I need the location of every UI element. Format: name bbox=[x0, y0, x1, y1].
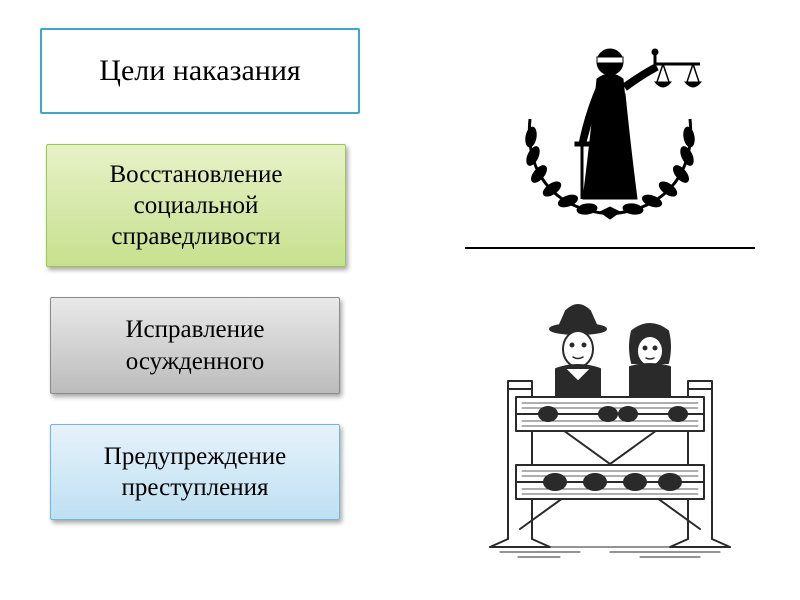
goal-line: Исправление bbox=[125, 316, 264, 343]
goal-line: осужденного bbox=[126, 348, 265, 375]
goal-line: справедливости bbox=[111, 223, 280, 250]
goal-line: социальной bbox=[134, 192, 259, 219]
goal-box-prevention: Предупреждение преступления bbox=[50, 424, 340, 521]
goal-line: преступления bbox=[122, 474, 269, 501]
right-column bbox=[440, 0, 800, 600]
pillory-illustration bbox=[460, 269, 760, 574]
title-box: Цели наказания bbox=[40, 28, 360, 114]
goal-line: Восстановление bbox=[109, 161, 282, 188]
divider-line bbox=[465, 247, 755, 249]
goal-box-correction: Исправление осужденного bbox=[50, 297, 340, 394]
left-column: Цели наказания Восстановление социальной… bbox=[0, 0, 440, 600]
lady-justice-icon bbox=[505, 24, 715, 229]
title-text: Цели наказания bbox=[99, 54, 300, 87]
goal-box-restoration: Восстановление социальной справедливости bbox=[46, 144, 346, 268]
goal-line: Предупреждение bbox=[104, 443, 286, 470]
